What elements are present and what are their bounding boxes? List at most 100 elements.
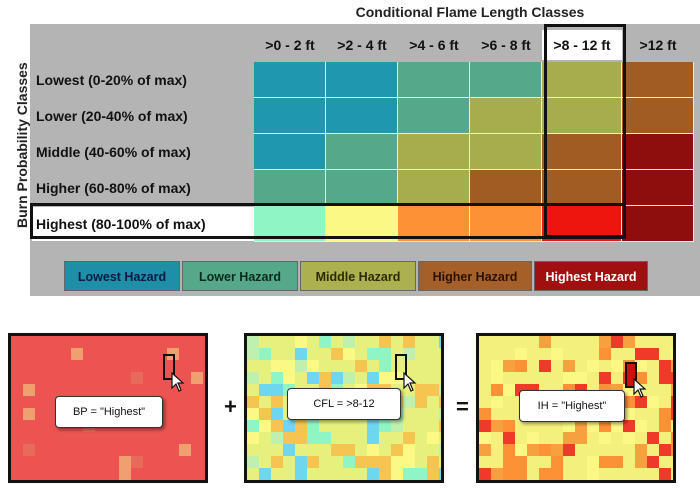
map-tile [247, 348, 259, 360]
burn-probability-map: BP = "Highest" [8, 333, 208, 483]
map-tile [611, 420, 623, 432]
map-tile [247, 408, 259, 420]
map-tile [295, 456, 307, 468]
map-tile [283, 444, 295, 456]
map-tile [367, 348, 379, 360]
map-tile [623, 336, 635, 348]
matrix-cell [398, 62, 470, 98]
map-tile [539, 360, 551, 372]
map-tile [503, 420, 515, 432]
map-tile [367, 372, 379, 384]
map-tile [415, 468, 427, 480]
map-tile [427, 384, 439, 396]
map-tile [503, 384, 515, 396]
matrix-cell [622, 170, 694, 206]
matrix-cell [470, 134, 542, 170]
map-tile [179, 444, 191, 456]
map-tile [611, 456, 623, 468]
column-header: >4 - 6 ft [409, 37, 459, 53]
map-tile [479, 420, 491, 432]
matrix-cell [326, 170, 398, 206]
map-tile [427, 432, 439, 444]
map-tile [295, 420, 307, 432]
map-tile [295, 360, 307, 372]
map-tile [551, 456, 563, 468]
map-tile [623, 420, 635, 432]
row-label: Highest (80-100% of max) [32, 207, 254, 241]
matrix-cell [622, 134, 694, 170]
map-tile [515, 456, 527, 468]
map-tile [479, 468, 491, 480]
map-tile [563, 444, 575, 456]
map-tile [367, 456, 379, 468]
map-tile [635, 420, 647, 432]
map-tile [391, 456, 403, 468]
legend-item: Middle Hazard [300, 261, 416, 291]
map-tile [587, 456, 599, 468]
map-tile [479, 444, 491, 456]
legend-item: Higher Hazard [418, 261, 532, 291]
map-tile [295, 468, 307, 480]
map-tile [319, 336, 331, 348]
map-tile [403, 468, 415, 480]
selected-row-frame [30, 203, 626, 239]
matrix-cell [542, 62, 622, 98]
map-tile [647, 348, 659, 360]
matrix-cell [470, 170, 542, 206]
map-tile [439, 420, 441, 432]
map-tile [71, 348, 83, 360]
map-tile [575, 372, 587, 384]
map-tile [271, 384, 283, 396]
map-tile [247, 372, 259, 384]
map-tile [515, 468, 527, 480]
map-tile [503, 456, 515, 468]
map-tile [563, 432, 575, 444]
map-tile [439, 444, 441, 456]
map-tile [319, 372, 331, 384]
map-tile [259, 348, 271, 360]
map-tile [191, 372, 203, 384]
column-header: >12 ft [639, 37, 677, 53]
map-tile [587, 468, 599, 480]
matrix-cell [470, 98, 542, 134]
map-tile [563, 360, 575, 372]
map-tile [647, 396, 659, 408]
map-tile [247, 456, 259, 468]
map-tile [259, 468, 271, 480]
map-tile [131, 456, 143, 468]
map-tile [527, 444, 539, 456]
column-header: >8 - 12 ft [542, 30, 622, 60]
map-tile [307, 432, 319, 444]
map-tile [623, 408, 635, 420]
map-tile [295, 348, 307, 360]
selection-marker [163, 354, 175, 380]
map-tile [635, 348, 647, 360]
column-header: >2 - 4 ft [337, 37, 387, 53]
map-tile [379, 336, 391, 348]
map-tile [491, 468, 503, 480]
map-tile [307, 372, 319, 384]
map-tile [379, 348, 391, 360]
map-tile [119, 468, 131, 480]
map-tile [635, 444, 647, 456]
map-tile [599, 348, 611, 360]
map-tile [659, 408, 671, 420]
legend-item: Lowest Hazard [64, 261, 180, 291]
map-tile [379, 372, 391, 384]
map-tile [271, 432, 283, 444]
map-tile [439, 396, 441, 408]
column-header: >6 - 8 ft [481, 37, 531, 53]
matrix-cell [398, 98, 470, 134]
cfl-callout: CFL = >8-12 [287, 388, 401, 420]
map-tile [367, 444, 379, 456]
row-label: Lower (20-40% of max) [36, 108, 188, 124]
map-tile [307, 456, 319, 468]
matrix-cell [326, 62, 398, 98]
map-tile [367, 432, 379, 444]
map-tile [307, 420, 319, 432]
map-tile [271, 360, 283, 372]
map-tile [379, 360, 391, 372]
matrix-cell [254, 62, 326, 98]
map-tile [131, 372, 143, 384]
map-tile [259, 420, 271, 432]
